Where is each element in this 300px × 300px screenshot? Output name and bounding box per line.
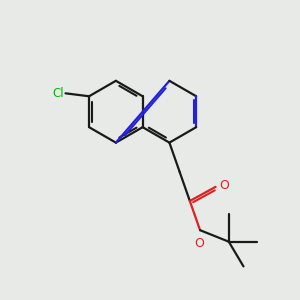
Text: O: O [194,237,204,250]
Text: Cl: Cl [52,87,64,100]
Text: O: O [219,179,229,192]
